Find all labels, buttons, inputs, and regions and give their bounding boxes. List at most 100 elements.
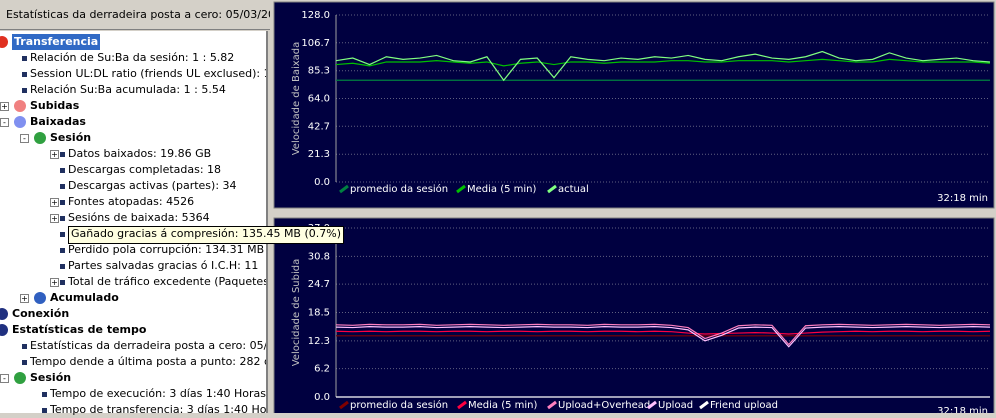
tree-bullet (22, 72, 27, 77)
legend-label: Media (5 min) (467, 184, 537, 195)
tree-bullet (60, 264, 65, 269)
legend-swatch (339, 400, 349, 410)
tree-item[interactable]: Relación Su:Ba acumulada: 1 : 5.54 (30, 83, 226, 96)
tree-item[interactable]: Session UL:DL ratio (friends UL exclused… (30, 67, 266, 80)
tree-item[interactable]: Tempo dende a última posta a punto: 282 … (30, 355, 266, 368)
tree-bullet (22, 360, 27, 365)
tree-icon (0, 324, 8, 336)
tree-icon (14, 116, 26, 128)
tree-item[interactable]: Partes salvadas gracias ó I.C.H: 11 (68, 259, 259, 272)
chart-panel (273, 1, 995, 209)
chart-panel (273, 217, 995, 413)
tree-item[interactable]: Subidas (30, 99, 80, 112)
y-tick-label: 128.0 (301, 10, 330, 21)
tree-bullet (60, 184, 65, 189)
tree-expander[interactable]: + (50, 278, 59, 287)
y-tick-label: 106.7 (301, 38, 330, 49)
y-axis-label: Velocidade de Subida (291, 259, 302, 367)
time-label: 32:18 min (937, 193, 988, 204)
legend-swatch (699, 400, 709, 410)
y-axis-label: Velocidade de Baixada (291, 42, 302, 156)
series-line (335, 326, 991, 348)
tree-item[interactable]: Estatísticas da derradeira posta a cero:… (30, 339, 266, 352)
header-title: Estatísticas da derradeira posta a cero:… (0, 0, 270, 30)
tree-item[interactable]: Descargas completadas: 18 (68, 163, 222, 176)
tree-item[interactable]: Relación de Su:Ba da sesión: 1 : 5.82 (30, 51, 235, 64)
tree-expander[interactable]: - (0, 118, 9, 127)
y-tick-label: 6.2 (314, 364, 330, 375)
legend-label: promedio da sesión (350, 183, 448, 195)
y-tick-label: 64.0 (308, 94, 330, 105)
tree-item[interactable]: Tempo de execución: 3 días 1:40 Horas (50, 387, 266, 400)
tree-bullet (42, 392, 47, 397)
tree-expander[interactable]: + (50, 198, 59, 207)
tree-item[interactable]: Gañado gracias á compresión: 135.45 MB (… (68, 226, 345, 244)
tree-item[interactable]: Fontes atopadas: 4526 (68, 195, 195, 208)
tree-icon (14, 372, 26, 384)
legend-label: actual (558, 184, 589, 195)
series-line (335, 58, 991, 67)
tree-expander[interactable]: - (20, 134, 29, 143)
tree-item[interactable]: Acumulado (50, 291, 119, 304)
tree-item[interactable]: Sesións de baixada: 5364 (68, 211, 210, 224)
series-line (335, 50, 991, 82)
tree-item[interactable]: Perdido pola corrupción: 134.31 MB (0.7 (68, 243, 266, 256)
tree-bullet (60, 152, 65, 157)
tree-bullet (60, 248, 65, 253)
time-label: 32:18 min (937, 406, 988, 413)
tree-item[interactable]: Datos baixados: 19.86 GB (68, 147, 212, 160)
tree-bullet (60, 200, 65, 205)
y-tick-label: 30.8 (308, 251, 330, 262)
tree-item[interactable]: Descargas activas (partes): 34 (68, 179, 237, 192)
tree-icon (0, 36, 8, 48)
tree-item[interactable]: Transferencia (12, 34, 101, 50)
tree-bullet (60, 168, 65, 173)
legend-swatch (547, 400, 557, 410)
tree-expander[interactable]: + (20, 294, 29, 303)
tree-item[interactable]: Total de tráfico excedente (Paquetes): 2 (68, 275, 266, 288)
tree-item[interactable]: Conexión (12, 307, 70, 320)
y-tick-label: 12.3 (308, 336, 330, 347)
y-tick-label: 42.7 (308, 121, 330, 132)
legend-swatch (647, 400, 657, 410)
tree-expander[interactable]: - (0, 374, 9, 383)
y-tick-label: 0.0 (314, 392, 330, 403)
tree-bullet (60, 232, 65, 237)
legend-swatch (457, 400, 467, 410)
tree-bullet (22, 56, 27, 61)
tree-bullet (22, 344, 27, 349)
legend-label: Upload+Overhead (558, 400, 650, 411)
y-tick-label: 0.0 (314, 177, 330, 188)
series-line (335, 330, 991, 335)
tree-bullet (60, 280, 65, 285)
legend-swatch (456, 184, 466, 194)
tree-item[interactable]: Baixadas (30, 115, 86, 128)
legend-label: Upload (658, 400, 693, 411)
y-tick-label: 21.3 (308, 149, 330, 160)
tree-bullet (42, 408, 47, 413)
tree-icon (34, 132, 46, 144)
tree-icon (0, 308, 8, 320)
tree-bullet (60, 216, 65, 221)
y-tick-label: 18.5 (308, 308, 330, 319)
tree-icon (34, 292, 46, 304)
tree-item[interactable]: Estatísticas de tempo (12, 323, 147, 336)
tree-item[interactable]: Sesión (30, 371, 72, 384)
tree-expander[interactable]: + (50, 214, 59, 223)
tree-icon (14, 100, 26, 112)
series-line (335, 323, 991, 346)
legend-label: Media (5 min) (468, 400, 538, 411)
y-tick-label: 24.7 (308, 279, 330, 290)
legend-swatch (339, 184, 349, 194)
tree-item[interactable]: Sesión (50, 131, 92, 144)
y-tick-label: 85.3 (308, 66, 330, 77)
tree-expander[interactable]: + (50, 150, 59, 159)
tree-expander[interactable]: + (0, 102, 9, 111)
legend-label: promedio da sesión (350, 399, 448, 411)
legend-swatch (547, 184, 557, 194)
stats-tree: Transferencia Relación de Su:Ba da sesión… (0, 31, 345, 416)
tree-bullet (22, 88, 27, 93)
legend-label: Friend upload (710, 400, 778, 411)
